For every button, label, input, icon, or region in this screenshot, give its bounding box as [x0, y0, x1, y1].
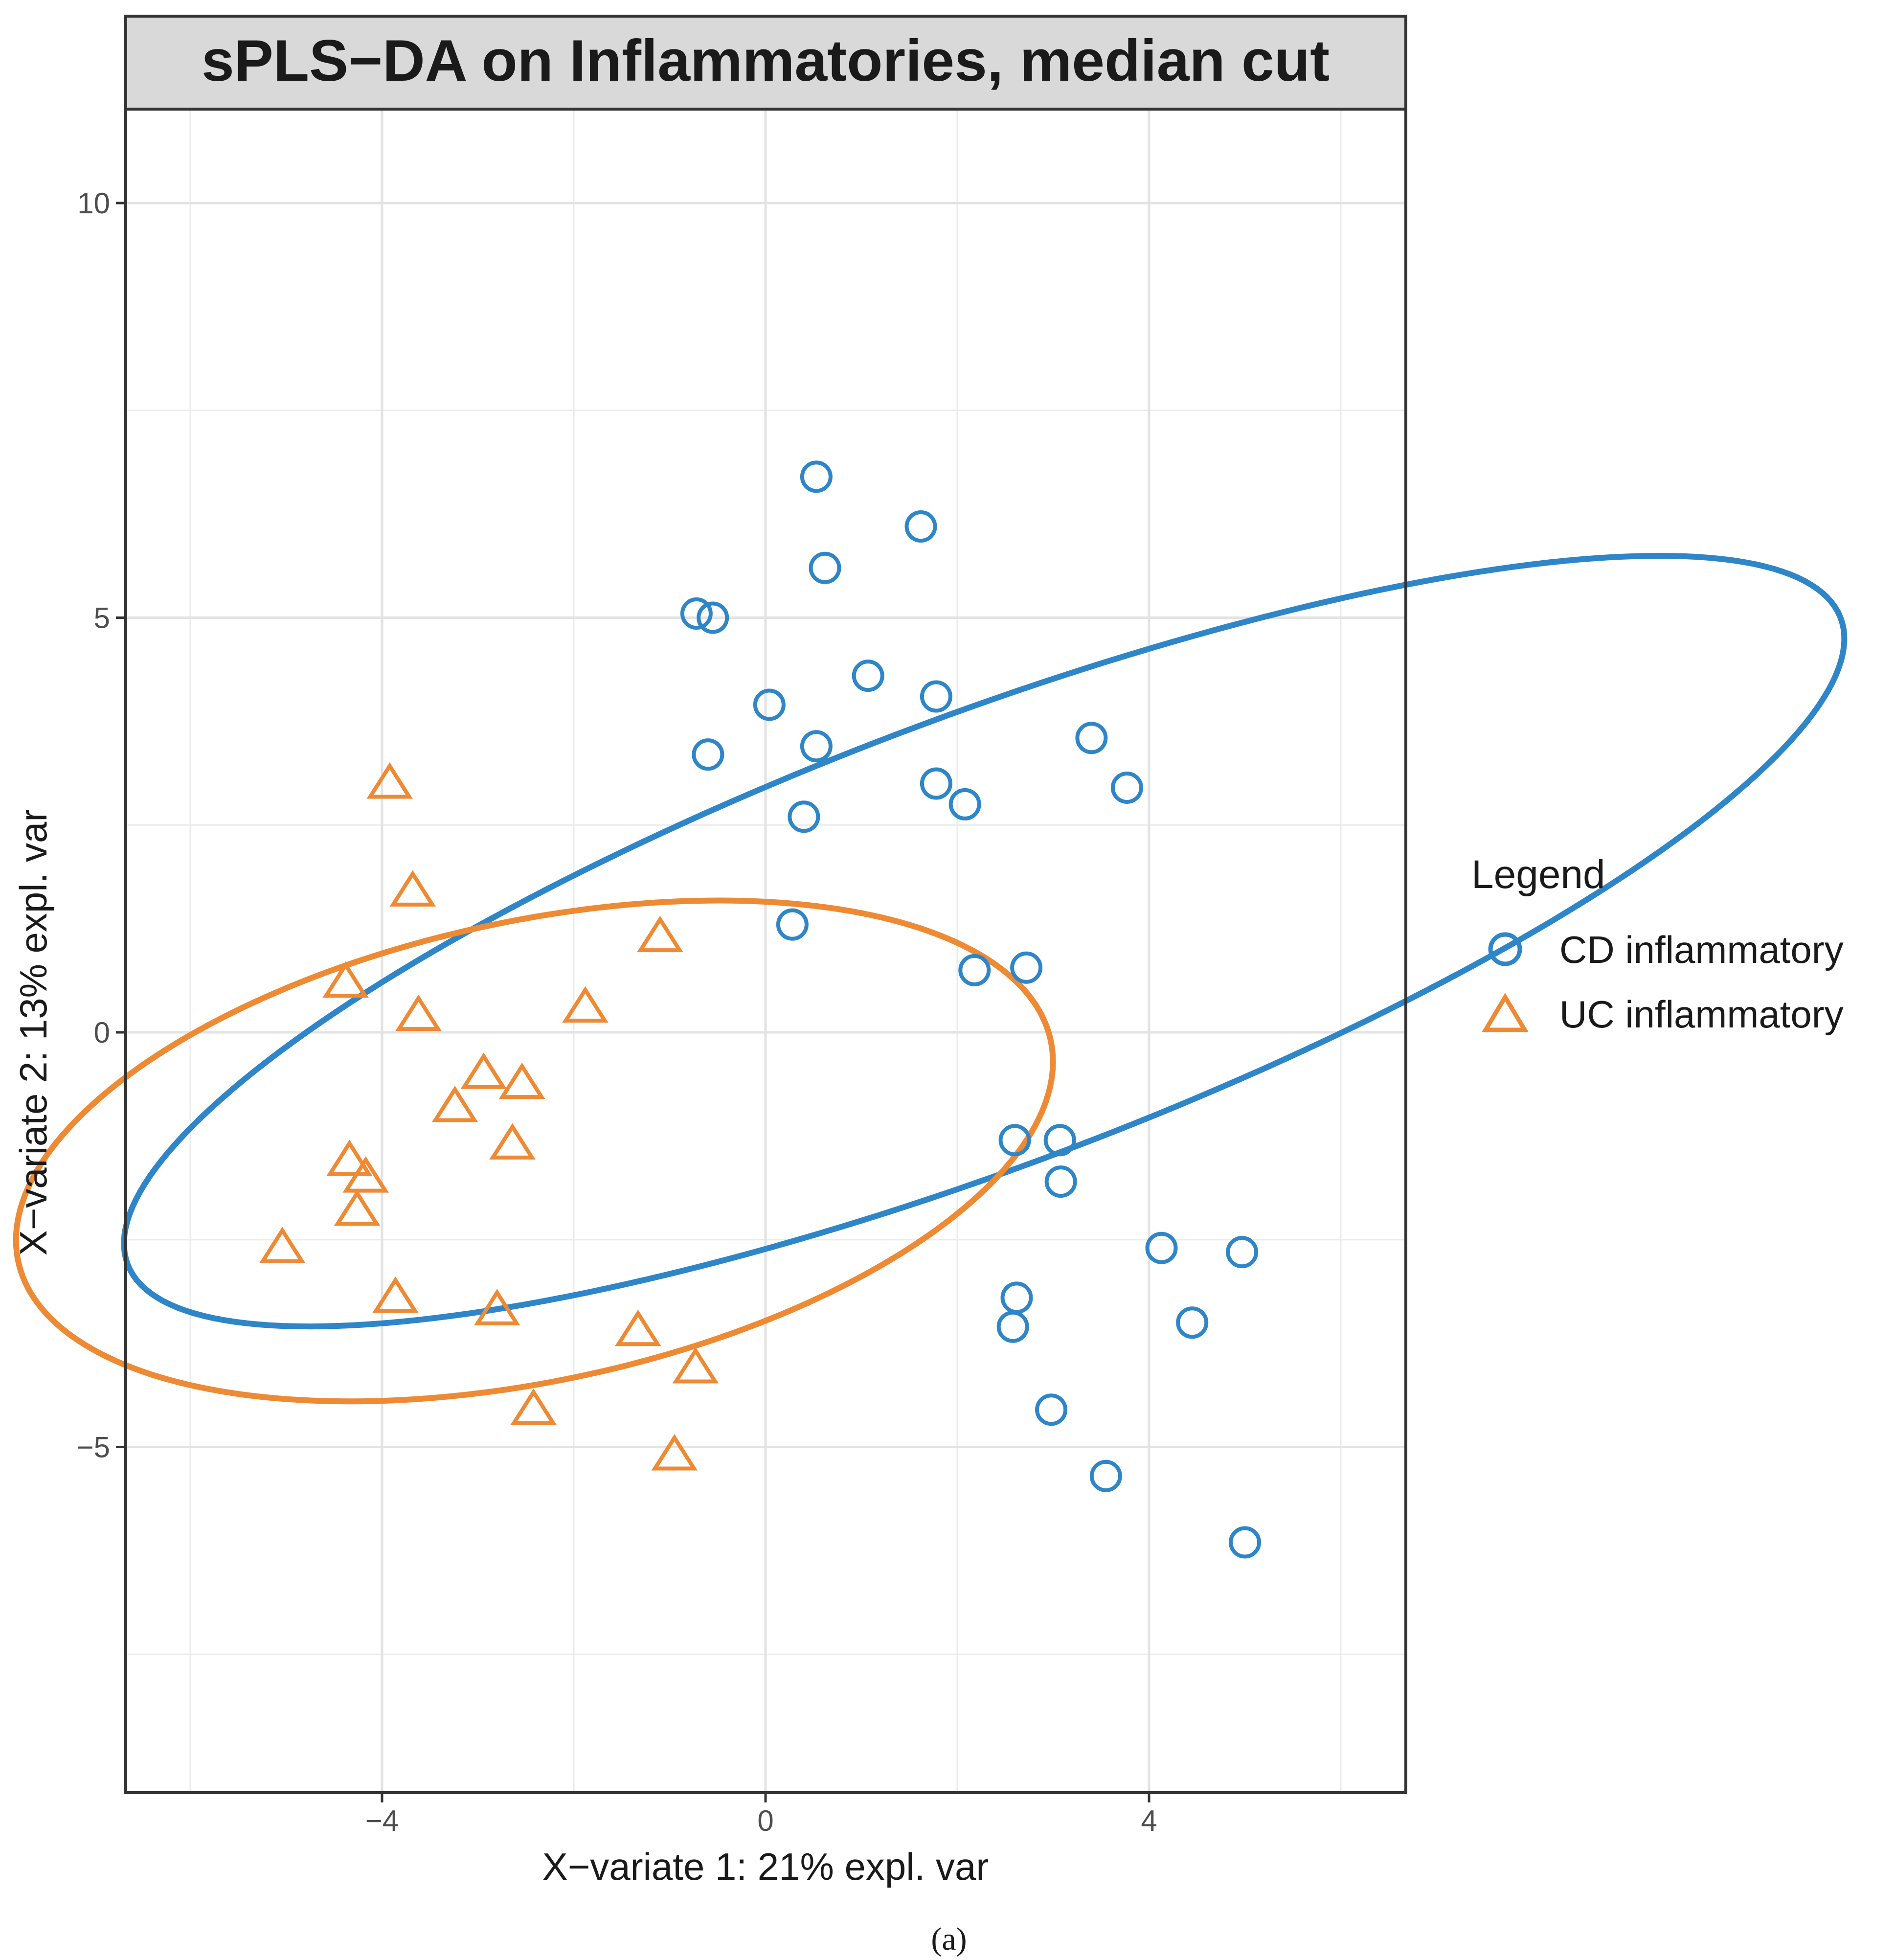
point-uc-inflammatory	[395, 994, 442, 1031]
grid-major-lines	[126, 109, 1406, 1793]
legend-title: Legend	[1471, 852, 1605, 897]
point-uc-inflammatory	[334, 1189, 381, 1226]
point-cd-inflammatory	[788, 800, 820, 833]
point-uc-inflammatory	[460, 1052, 507, 1089]
point-cd-inflammatory	[1089, 1459, 1122, 1492]
point-cd-inflammatory	[920, 767, 952, 800]
point-cd-inflammatory	[996, 1310, 1029, 1343]
legend-circle-marker	[1488, 932, 1522, 966]
y-tick-label: 0	[94, 1016, 110, 1049]
point-cd-inflammatory	[1075, 722, 1108, 754]
legend-triangle-marker	[1482, 993, 1529, 1032]
y-tick-label: 5	[94, 602, 110, 635]
point-cd-inflammatory	[680, 597, 713, 630]
figure-caption: (a)	[931, 1921, 967, 1957]
confidence-ellipses	[13, 553, 1848, 1405]
point-uc-inflammatory	[637, 915, 683, 953]
point-cd-inflammatory	[800, 460, 833, 493]
point-cd-inflammatory	[1044, 1165, 1077, 1198]
data-points	[259, 460, 1261, 1559]
point-uc-inflammatory	[372, 1276, 419, 1313]
title-strip	[124, 15, 1407, 111]
point-uc-inflammatory	[322, 961, 369, 998]
x-tick-label: 0	[757, 1804, 773, 1837]
point-cd-inflammatory	[1110, 771, 1143, 804]
point-cd-inflammatory	[1043, 1124, 1076, 1157]
x-axis: −4 0 4	[365, 1793, 1157, 1837]
legend-label-uc: UC inflammatory	[1559, 993, 1844, 1036]
point-cd-inflammatory	[1035, 1393, 1068, 1426]
x-axis-title: X−variate 1: 21% expl. var	[542, 1845, 989, 1888]
chart-title: sPLS−DA on Inflammatories, median cut	[202, 28, 1330, 93]
point-uc-inflammatory	[510, 1388, 557, 1425]
point-uc-inflammatory	[366, 762, 413, 799]
legend-item-cd: CD inflammatory	[1488, 928, 1844, 971]
point-uc-inflammatory	[474, 1289, 520, 1325]
point-uc-inflammatory	[651, 1434, 698, 1471]
point-cd-inflammatory	[998, 1124, 1031, 1157]
point-uc-inflammatory	[672, 1347, 719, 1384]
point-cd-inflammatory	[852, 660, 884, 692]
point-cd-inflammatory	[697, 601, 729, 634]
point-cd-inflammatory	[1229, 1526, 1261, 1559]
point-cd-inflammatory	[920, 680, 952, 713]
point-uc-inflammatory	[562, 986, 609, 1023]
ellipse-uc	[13, 897, 1056, 1405]
point-uc-inflammatory	[498, 1062, 545, 1099]
point-uc-inflammatory	[259, 1227, 306, 1263]
point-cd-inflammatory	[753, 688, 786, 721]
legend: Legend CD inflammatory UC inflammatory	[1471, 852, 1844, 1036]
y-axis-title: X−variate 2: 13% expl. var	[12, 809, 55, 1256]
legend-item-uc: UC inflammatory	[1482, 993, 1844, 1036]
point-cd-inflammatory	[809, 551, 841, 584]
point-uc-inflammatory	[342, 1156, 389, 1193]
point-cd-inflammatory	[1010, 951, 1043, 984]
point-cd-inflammatory	[776, 908, 809, 941]
x-tick-label: 4	[1141, 1804, 1157, 1837]
point-uc-inflammatory	[489, 1123, 536, 1160]
point-cd-inflammatory	[1176, 1306, 1209, 1339]
point-uc-inflammatory	[326, 1140, 373, 1176]
point-cd-inflammatory	[1145, 1231, 1178, 1264]
point-uc-inflammatory	[431, 1086, 478, 1122]
point-cd-inflammatory	[800, 730, 833, 763]
y-tick-label: 10	[77, 187, 110, 220]
point-cd-inflammatory	[692, 738, 724, 771]
point-cd-inflammatory	[958, 954, 991, 986]
ellipse-cd	[121, 553, 1848, 1330]
point-cd-inflammatory	[1226, 1236, 1259, 1269]
point-uc-inflammatory	[615, 1309, 661, 1346]
y-axis: −5 0 5 10	[77, 187, 126, 1464]
y-tick-label: −5	[77, 1431, 110, 1464]
legend-label-cd: CD inflammatory	[1559, 928, 1844, 971]
point-cd-inflammatory	[904, 510, 937, 543]
point-uc-inflammatory	[389, 870, 436, 907]
x-tick-label: −4	[365, 1804, 399, 1837]
point-cd-inflammatory	[948, 788, 981, 820]
